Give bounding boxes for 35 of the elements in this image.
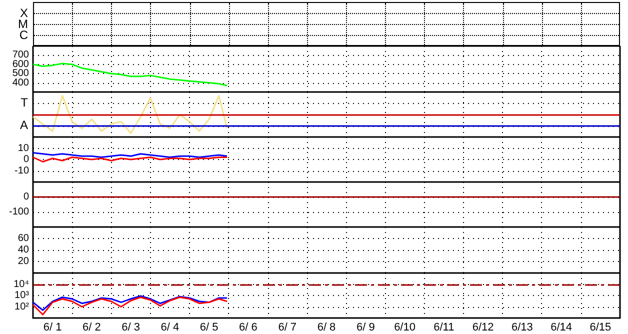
x-tick-label: 6/ 6 xyxy=(239,322,258,334)
text: T xyxy=(20,95,29,110)
text: X xyxy=(20,6,28,20)
x-tick-label: 6/11 xyxy=(434,322,454,334)
y-tick-label: 40 xyxy=(18,244,30,256)
text: C xyxy=(19,28,28,42)
x-tick-label: 6/ 1 xyxy=(43,322,62,334)
x-tick-label: 6/13 xyxy=(511,322,533,334)
x-tick-label: 6/ 4 xyxy=(160,322,180,334)
y-tick-label: 20 xyxy=(18,256,30,267)
x-tick-label: 6/15 xyxy=(590,322,612,334)
y-tick-label: 500 xyxy=(12,68,30,80)
y-tick-label: 700 xyxy=(12,50,30,61)
x-tick-label: 6/12 xyxy=(472,322,494,334)
x-tick-label: 6/ 5 xyxy=(200,322,218,334)
x-tick-label: 6/ 3 xyxy=(122,322,140,334)
y-tick-label: 10² xyxy=(14,301,30,312)
text: M xyxy=(18,17,28,31)
x-tick-label: 6/14 xyxy=(550,322,572,334)
y-tick-label: 400 xyxy=(12,77,30,88)
x-tick-label: 6/10 xyxy=(394,322,416,334)
y-tick-label: -10 xyxy=(14,165,30,176)
x-tick-label: 6/ 2 xyxy=(82,322,101,334)
y-tick-label: 10 xyxy=(18,142,30,154)
y-tick-label: 0 xyxy=(23,192,30,202)
y-tick-label: 10³ xyxy=(14,290,30,301)
y-tick-label: 10⁴ xyxy=(14,278,29,290)
y-tick-label: 600 xyxy=(12,58,30,70)
x-tick-label: 6/ 7 xyxy=(278,322,297,334)
x-tick-label: 6/ 8 xyxy=(317,322,336,334)
y-tick-label: 0 xyxy=(23,154,30,165)
text: A xyxy=(20,118,28,132)
x-tick-label: 6/ 9 xyxy=(356,322,375,334)
y-tick-label: 60 xyxy=(18,233,30,244)
y-tick-label: -100 xyxy=(8,206,30,218)
